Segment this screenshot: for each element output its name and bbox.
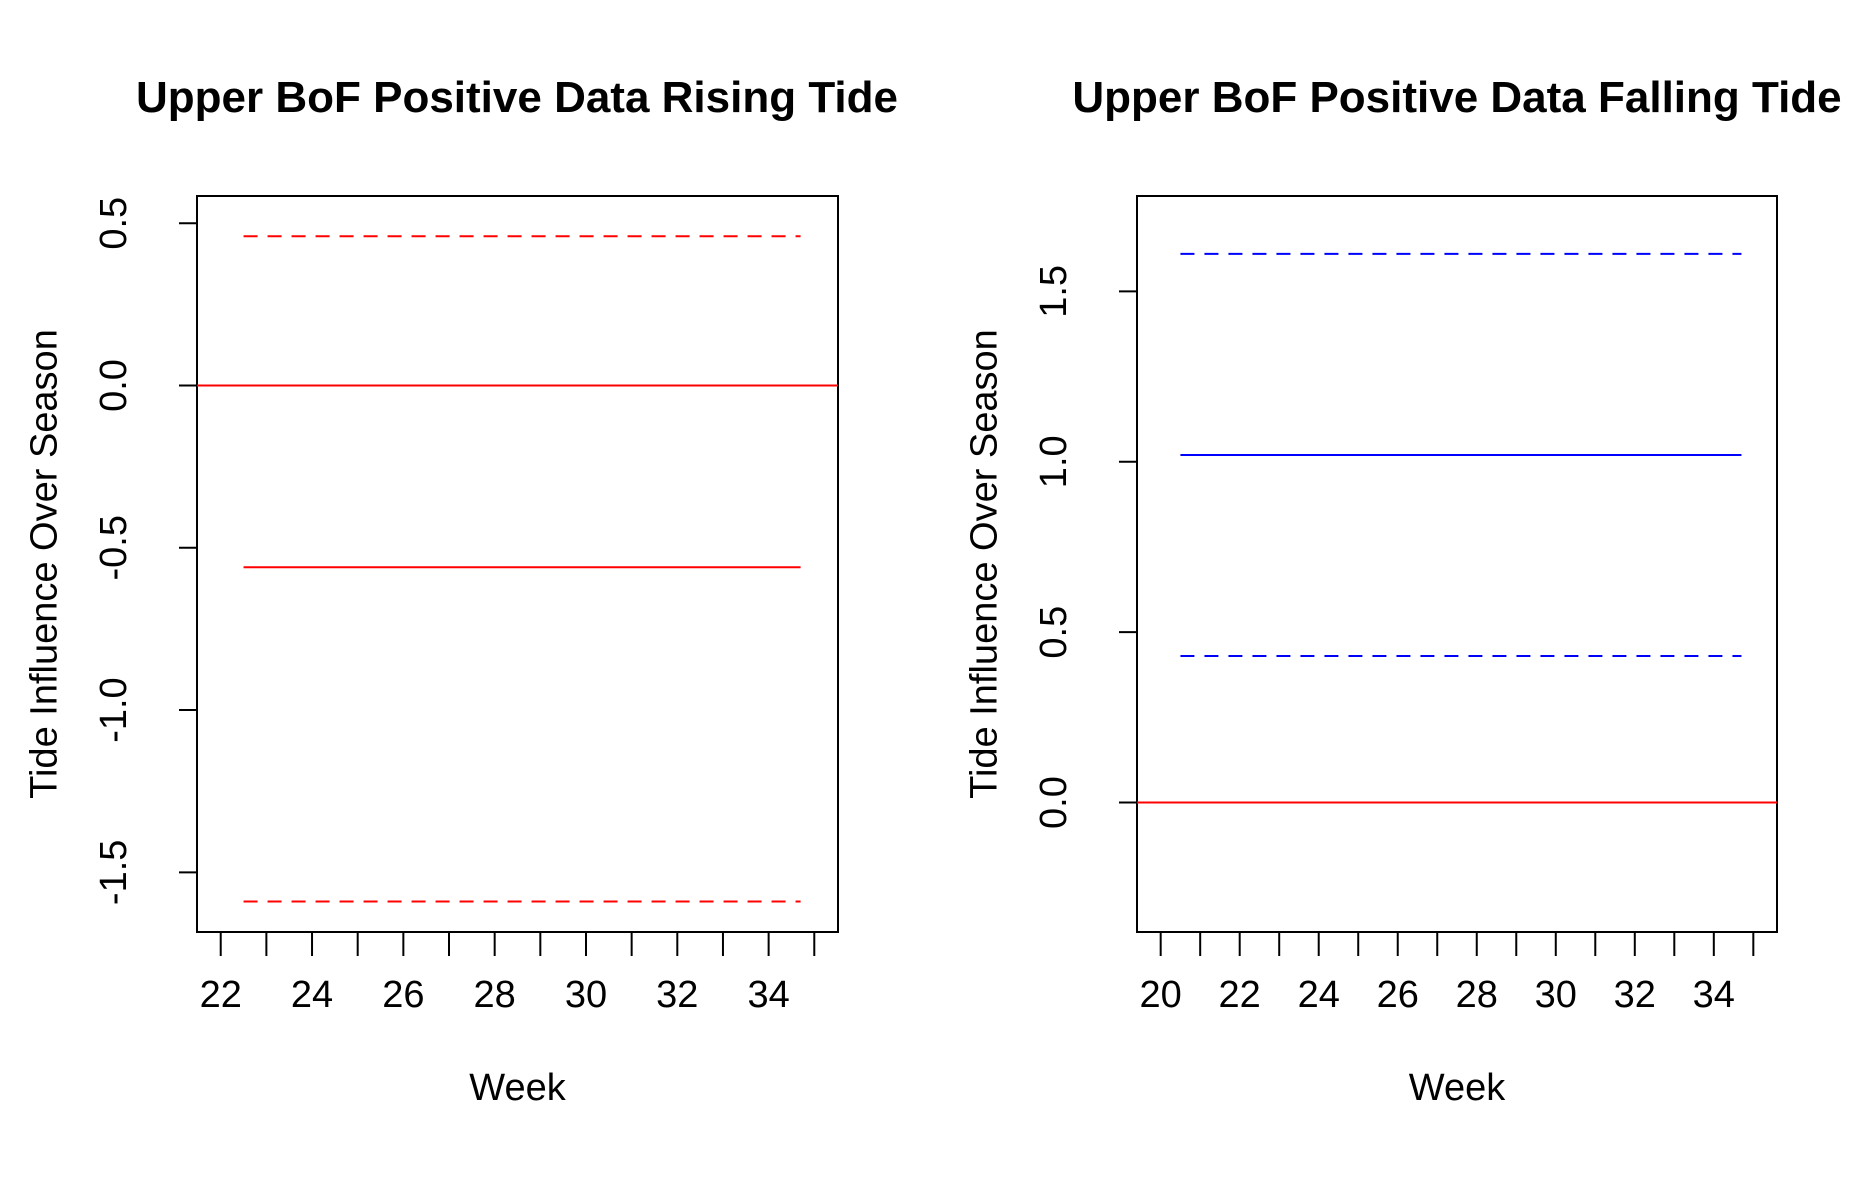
- x-tick-label: 32: [1614, 974, 1656, 1016]
- plot-frame: [196, 195, 839, 933]
- y-axis: 0.0 0.5 1.0 1.5: [1033, 265, 1138, 829]
- x-tick-label: 26: [382, 974, 424, 1016]
- y-axis: 0.5 0.0 -0.5 -1.0 -1.5: [93, 197, 198, 905]
- y-tick-label: 0.0: [93, 359, 135, 412]
- x-tick-label: 20: [1140, 974, 1182, 1016]
- x-tick-label: 24: [291, 974, 333, 1016]
- x-tick-label: 30: [565, 974, 607, 1016]
- x-tick-label: 32: [656, 974, 698, 1016]
- x-axis-label: Week: [1409, 1067, 1506, 1109]
- panel-falling-tide: Upper BoF Positive Data Falling Tide0.00…: [963, 73, 1841, 1109]
- y-tick-label: 0.0: [1033, 776, 1075, 829]
- y-axis-label: Tide Influence Over Season: [963, 329, 1005, 799]
- y-axis-label: Tide Influence Over Season: [23, 329, 65, 799]
- x-tick-label: 22: [1219, 974, 1261, 1016]
- x-tick-label: 34: [747, 974, 789, 1016]
- x-tick-label: 34: [1693, 974, 1735, 1016]
- x-tick-label: 24: [1298, 974, 1340, 1016]
- x-tick-label: 28: [1456, 974, 1498, 1016]
- y-tick-label: 0.5: [1033, 606, 1075, 659]
- chart-title: Upper BoF Positive Data Rising Tide: [136, 73, 898, 122]
- y-tick-label: 1.5: [1033, 265, 1075, 318]
- chart-title: Upper BoF Positive Data Falling Tide: [1072, 73, 1841, 122]
- x-tick-label: 30: [1535, 974, 1577, 1016]
- y-tick-label: -1.5: [93, 840, 135, 905]
- y-tick-label: 0.5: [93, 197, 135, 250]
- x-tick-label: 22: [200, 974, 242, 1016]
- y-tick-label: -1.0: [93, 677, 135, 742]
- y-tick-label: -0.5: [93, 515, 135, 580]
- x-axis: 22 24 26 28 30 32 34: [200, 931, 816, 1016]
- x-axis-label: Week: [469, 1067, 566, 1109]
- x-axis: 20 22 24 26 28 30 32 34: [1140, 931, 1755, 1016]
- y-tick-label: 1.0: [1033, 435, 1075, 488]
- x-tick-label: 28: [474, 974, 516, 1016]
- plot-frame: [1136, 195, 1778, 933]
- panel-rising-tide: Upper BoF Positive Data Rising Tide0.50.…: [23, 73, 898, 1109]
- x-tick-label: 26: [1377, 974, 1419, 1016]
